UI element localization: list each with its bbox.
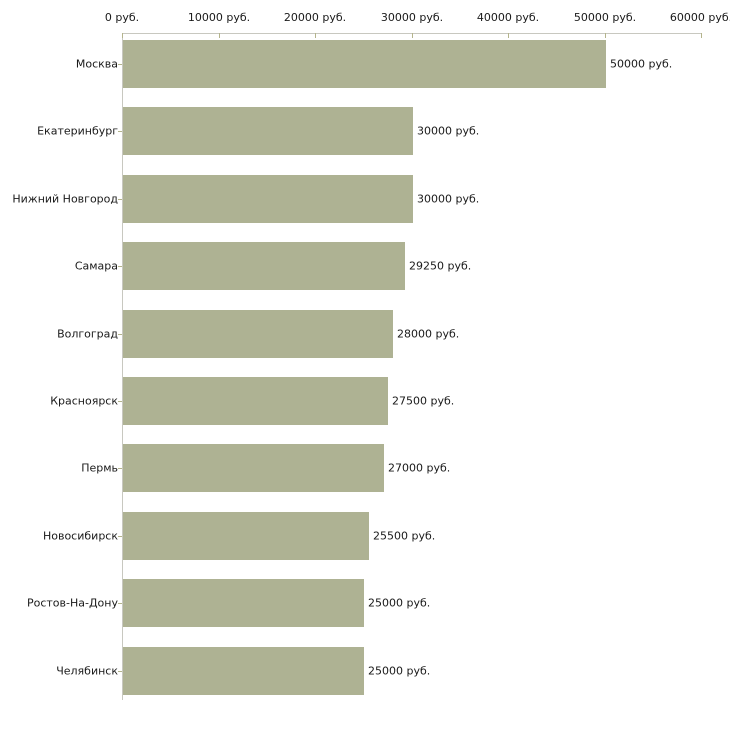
x-axis-tick	[122, 33, 123, 38]
bar[interactable]	[123, 512, 369, 560]
category-label: Нижний Новгород	[12, 192, 118, 206]
x-axis-line	[122, 33, 701, 34]
x-axis-tick-label: 40000 руб.	[476, 11, 540, 24]
x-axis-tick-label: 10000 руб.	[187, 11, 251, 24]
x-axis-tick	[219, 33, 220, 38]
y-axis-tick	[118, 401, 122, 402]
bar[interactable]	[123, 310, 393, 358]
y-axis-tick	[118, 536, 122, 537]
bar-value-label: 27500 руб.	[392, 394, 455, 408]
bar[interactable]	[123, 107, 413, 155]
y-axis-tick	[118, 131, 122, 132]
bar-value-label: 29250 руб.	[409, 259, 472, 273]
category-label: Самара	[74, 259, 118, 273]
bar-value-label: 27000 руб.	[388, 461, 451, 475]
x-axis-tick-label: 30000 руб.	[380, 11, 444, 24]
bar[interactable]	[123, 242, 405, 290]
x-axis-tick	[315, 33, 316, 38]
x-axis-tick-label: 60000 руб.	[669, 11, 730, 24]
y-axis-tick	[118, 334, 122, 335]
x-axis-tick	[508, 33, 509, 38]
bar[interactable]	[123, 40, 606, 88]
y-axis-tick	[118, 199, 122, 200]
category-label: Новосибирск	[42, 529, 118, 543]
category-label: Красноярск	[50, 394, 118, 408]
bar-value-label: 30000 руб.	[417, 124, 480, 138]
x-axis-tick	[605, 33, 606, 38]
bar-value-label: 30000 руб.	[417, 192, 480, 206]
bar-value-label: 25500 руб.	[373, 529, 436, 543]
category-label: Екатеринбург	[37, 124, 118, 138]
category-label: Пермь	[81, 461, 118, 475]
x-axis-tick-label: 50000 руб.	[573, 11, 637, 24]
y-axis-tick	[118, 266, 122, 267]
category-label: Волгоград	[57, 327, 118, 341]
x-axis-tick	[412, 33, 413, 38]
x-axis-tick-label: 0 руб.	[104, 11, 140, 24]
bar[interactable]	[123, 175, 413, 223]
bar-value-label: 28000 руб.	[397, 327, 460, 341]
y-axis-tick	[118, 671, 122, 672]
bar[interactable]	[123, 377, 388, 425]
x-axis-tick	[701, 33, 702, 38]
category-label: Ростов-На-Дону	[26, 596, 118, 610]
category-label: Челябинск	[56, 664, 118, 678]
y-axis-tick	[118, 603, 122, 604]
y-axis-tick	[118, 468, 122, 469]
bar-value-label: 25000 руб.	[368, 596, 431, 610]
bar-value-label: 25000 руб.	[368, 664, 431, 678]
y-axis-tick	[118, 64, 122, 65]
x-axis-tick-label: 20000 руб.	[283, 11, 347, 24]
bar[interactable]	[123, 579, 364, 627]
bar[interactable]	[123, 444, 384, 492]
bar[interactable]	[123, 647, 364, 695]
category-label: Москва	[75, 57, 118, 71]
bar-value-label: 50000 руб.	[610, 57, 673, 71]
y-axis-line	[122, 33, 123, 700]
